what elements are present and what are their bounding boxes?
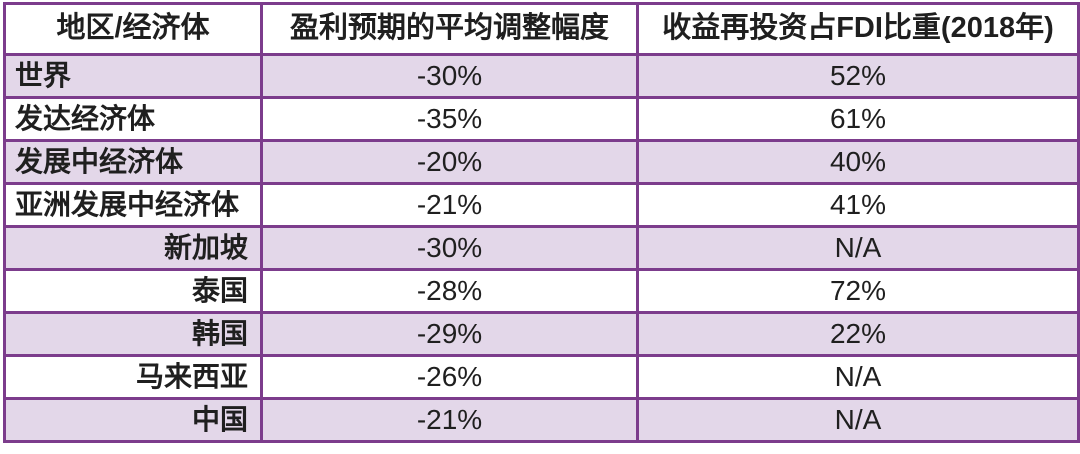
region-cell: 中国 <box>3 397 263 443</box>
adjustment-cell: -29% <box>260 311 639 357</box>
region-cell: 马来西亚 <box>3 354 263 400</box>
adjustment-cell: -28% <box>260 268 639 314</box>
table-row: 发展中经济体 -20% 40% <box>3 139 1080 185</box>
fdi-share-cell: 22% <box>636 311 1080 357</box>
table-row: 马来西亚 -26% N/A <box>3 354 1080 400</box>
region-cell: 发达经济体 <box>3 96 263 142</box>
table-row: 新加坡 -30% N/A <box>3 225 1080 271</box>
fdi-share-cell: 41% <box>636 182 1080 228</box>
fdi-share-cell: N/A <box>636 225 1080 271</box>
region-cell: 亚洲发展中经济体 <box>3 182 263 228</box>
table-row: 中国 -21% N/A <box>3 397 1080 443</box>
header-row: 地区/经济体 盈利预期的平均调整幅度 收益再投资占FDI比重(2018年) <box>3 2 1080 56</box>
region-cell: 发展中经济体 <box>3 139 263 185</box>
table-row: 亚洲发展中经济体 -21% 41% <box>3 182 1080 228</box>
region-cell: 世界 <box>3 53 263 99</box>
fdi-share-cell: 40% <box>636 139 1080 185</box>
fdi-share-cell: 52% <box>636 53 1080 99</box>
column-header-fdi-share: 收益再投资占FDI比重(2018年) <box>636 2 1080 56</box>
table-row: 发达经济体 -35% 61% <box>3 96 1080 142</box>
column-header-region: 地区/经济体 <box>3 2 263 56</box>
column-header-adjustment: 盈利预期的平均调整幅度 <box>260 2 639 56</box>
table-row: 世界 -30% 52% <box>3 53 1080 99</box>
region-cell: 泰国 <box>3 268 263 314</box>
fdi-earnings-table: 地区/经济体 盈利预期的平均调整幅度 收益再投资占FDI比重(2018年) 世界… <box>3 2 1080 443</box>
table-body: 世界 -30% 52% 发达经济体 -35% 61% 发展中经济体 -20% 40% 亚洲发展中经… <box>3 53 1080 443</box>
adjustment-cell: -20% <box>260 139 639 185</box>
region-cell: 韩国 <box>3 311 263 357</box>
table-row: 泰国 -28% 72% <box>3 268 1080 314</box>
adjustment-cell: -35% <box>260 96 639 142</box>
region-cell: 新加坡 <box>3 225 263 271</box>
table-row: 韩国 -29% 22% <box>3 311 1080 357</box>
fdi-share-cell: N/A <box>636 397 1080 443</box>
fdi-share-cell: 61% <box>636 96 1080 142</box>
fdi-share-cell: 72% <box>636 268 1080 314</box>
adjustment-cell: -30% <box>260 225 639 271</box>
adjustment-cell: -21% <box>260 397 639 443</box>
adjustment-cell: -30% <box>260 53 639 99</box>
fdi-share-cell: N/A <box>636 354 1080 400</box>
adjustment-cell: -21% <box>260 182 639 228</box>
adjustment-cell: -26% <box>260 354 639 400</box>
